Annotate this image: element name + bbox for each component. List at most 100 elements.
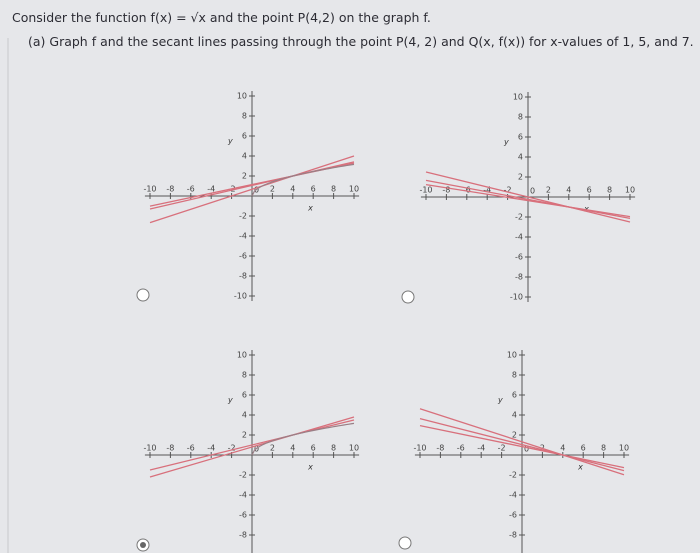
y-tick-label: 4 <box>242 152 247 161</box>
y-axis-label: y <box>503 138 509 147</box>
radio-option[interactable] <box>401 290 415 304</box>
y-tick-label: 6 <box>242 132 247 141</box>
y-tick-label: -4 <box>239 232 247 241</box>
y-tick-label: 8 <box>242 371 247 380</box>
x-tick-label: -8 <box>436 444 444 453</box>
x-tick-label: -4 <box>207 185 215 194</box>
x-tick-label: 6 <box>587 186 592 195</box>
y-tick-label: 10 <box>237 351 247 360</box>
x-tick-label: 2 <box>270 444 275 453</box>
y-tick-label: -4 <box>509 491 517 500</box>
y-tick-label: -6 <box>239 252 247 261</box>
x-tick-label: 10 <box>349 444 359 453</box>
x-axis-label: x <box>583 205 589 214</box>
x-tick-label: -8 <box>442 186 450 195</box>
x-tick-label: 4 <box>290 444 295 453</box>
x-axis-label: x <box>307 463 313 472</box>
x-tick-label: 8 <box>601 444 606 453</box>
y-tick-label: -10 <box>510 293 523 302</box>
secant-line <box>149 416 355 478</box>
secant-line <box>149 155 355 224</box>
y-tick-label: -6 <box>509 511 517 520</box>
y-tick-label: -8 <box>515 273 523 282</box>
secant-line <box>419 417 625 472</box>
radio-dot <box>140 542 146 548</box>
y-tick-label: 4 <box>512 411 517 420</box>
x-tick-label: -6 <box>457 444 465 453</box>
x-tick-label: -4 <box>477 444 485 453</box>
radio-option[interactable] <box>136 288 150 302</box>
x-tick-label: -10 <box>143 185 156 194</box>
x-axis-label: x <box>577 463 583 472</box>
function-curve <box>251 422 355 456</box>
x-tick-label: 4 <box>560 444 565 453</box>
x-tick-label: -2 <box>504 186 512 195</box>
y-tick-label: -6 <box>515 253 523 262</box>
x-tick-label: -10 <box>419 186 432 195</box>
x-tick-label: -4 <box>483 186 491 195</box>
x-tick-label: 2 <box>546 186 551 195</box>
y-tick-label: 8 <box>242 112 247 121</box>
x-tick-label: 6 <box>581 444 586 453</box>
y-tick-label: -2 <box>515 213 523 222</box>
function-curve <box>251 163 355 197</box>
x-tick-label: 8 <box>331 185 336 194</box>
y-tick-label: 2 <box>512 431 517 440</box>
x-tick-label: -2 <box>498 444 506 453</box>
question-line: (a) Graph f and the secant lines passing… <box>28 34 694 49</box>
y-tick-label: 2 <box>518 173 523 182</box>
y-tick-label: 2 <box>242 172 247 181</box>
y-axis-label: y <box>227 396 233 405</box>
x-tick-label: 8 <box>607 186 612 195</box>
x-tick-label: 6 <box>311 444 316 453</box>
question-line: Consider the function f(x) = √x and the … <box>12 10 431 25</box>
x-tick-label: -6 <box>187 185 195 194</box>
x-tick-label: 10 <box>619 444 629 453</box>
y-tick-label: -4 <box>239 491 247 500</box>
x-tick-label: 10 <box>625 186 635 195</box>
y-tick-label: 8 <box>518 113 523 122</box>
y-tick-label: -6 <box>239 511 247 520</box>
y-tick-label: 4 <box>518 153 523 162</box>
y-tick-label: -2 <box>239 471 247 480</box>
x-tick-label: -8 <box>166 444 174 453</box>
y-tick-label: -10 <box>234 292 247 301</box>
y-tick-label: 8 <box>512 371 517 380</box>
radio-option[interactable] <box>398 536 412 550</box>
y-tick-label: 6 <box>518 133 523 142</box>
x-tick-label: -10 <box>143 444 156 453</box>
y-tick-label: -2 <box>509 471 517 480</box>
y-tick-label: -8 <box>239 272 247 281</box>
x-tick-label: -6 <box>463 186 471 195</box>
y-tick-label: 6 <box>512 391 517 400</box>
x-tick-label: -8 <box>166 185 174 194</box>
y-tick-label: -2 <box>239 212 247 221</box>
x-tick-label: 10 <box>349 185 359 194</box>
y-tick-label: 6 <box>242 391 247 400</box>
secant-line <box>425 179 631 220</box>
y-tick-label: 2 <box>242 431 247 440</box>
x-tick-label: -10 <box>413 444 426 453</box>
y-tick-label: -8 <box>239 531 247 540</box>
secant-line <box>425 183 631 218</box>
x-tick-label: 8 <box>331 444 336 453</box>
y-tick-label: 4 <box>242 411 247 420</box>
y-axis-label: y <box>497 396 503 405</box>
y-tick-label: 10 <box>513 93 523 102</box>
x-tick-label: -6 <box>187 444 195 453</box>
y-tick-label: -4 <box>515 233 523 242</box>
secant-line <box>419 424 625 469</box>
y-tick-label: -8 <box>509 531 517 540</box>
origin-label: 0 <box>530 187 535 196</box>
y-tick-label: 10 <box>237 92 247 101</box>
x-tick-label: 6 <box>311 185 316 194</box>
origin-label: 0 <box>524 445 529 454</box>
x-tick-label: -4 <box>207 444 215 453</box>
x-tick-label: 4 <box>566 186 571 195</box>
y-tick-label: 10 <box>507 351 517 360</box>
x-tick-label: 4 <box>290 185 295 194</box>
secant-line <box>419 408 625 476</box>
y-axis-label: y <box>227 137 233 146</box>
